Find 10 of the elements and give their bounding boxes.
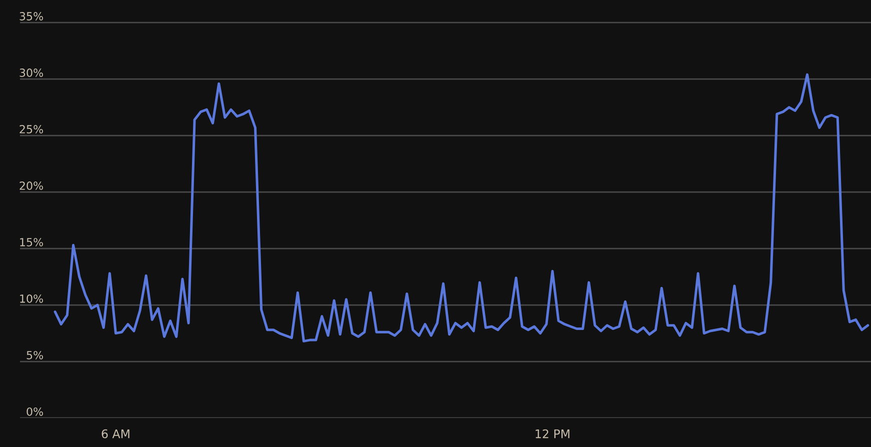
y-tick-label: 30% bbox=[20, 68, 43, 77]
y-tick-label: 0% bbox=[26, 407, 43, 416]
x-tick-label: 6 AM bbox=[102, 429, 130, 438]
x-tick-label: 12 PM bbox=[536, 429, 570, 438]
y-tick-label: 10% bbox=[20, 294, 43, 303]
y-tick-label: 25% bbox=[20, 125, 43, 134]
y-tick-label: 20% bbox=[20, 181, 43, 190]
y-tick-label: 15% bbox=[20, 238, 43, 246]
y-tick-label: 35% bbox=[20, 12, 43, 20]
y-tick-label: 5% bbox=[26, 350, 43, 360]
